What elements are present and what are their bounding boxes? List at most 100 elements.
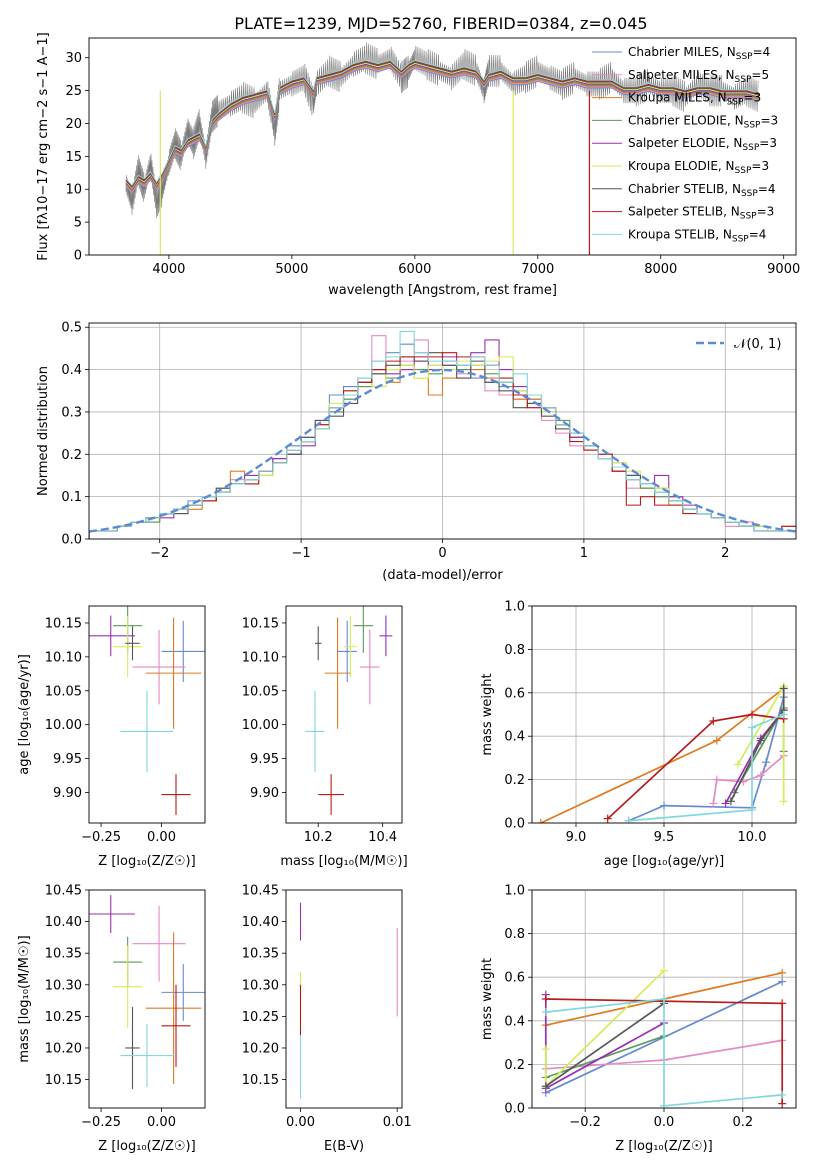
x-tick-label: 0.2 bbox=[732, 1115, 753, 1130]
x-tick-label: −0.25 bbox=[81, 830, 121, 845]
clip-hist-content bbox=[89, 330, 796, 539]
mw-line-salpeter_stelib bbox=[607, 713, 784, 820]
clip-mass_weight_vs_age-content bbox=[536, 682, 788, 823]
x-tick-label: 0.0 bbox=[654, 1115, 675, 1130]
x-tick-label: −2 bbox=[150, 546, 169, 561]
y-tick-label: 0.8 bbox=[504, 927, 525, 942]
x-tick-label: 9000 bbox=[767, 262, 800, 277]
y-tick-label: 10.45 bbox=[45, 884, 82, 899]
mass_weight_vs_Z-ylabel: mass weight bbox=[480, 958, 495, 1040]
x-tick-label: 0 bbox=[438, 546, 446, 561]
y-tick-label: 10.00 bbox=[45, 718, 82, 733]
x-tick-label: 0.00 bbox=[147, 1115, 176, 1130]
y-tick-label: 1.0 bbox=[504, 884, 525, 899]
spectrum-xlabel: wavelength [Angstrom, rest frame] bbox=[328, 283, 557, 298]
age_vs_Z-xlabel: Z [log₁₀(Z/Z☉)] bbox=[98, 854, 195, 869]
mw-line-kroupa_miles bbox=[540, 687, 785, 823]
y-tick-label: 0.3 bbox=[61, 405, 82, 420]
spectrum-model-salpeter_elodie bbox=[125, 63, 760, 191]
mw-line-kroupa_stelib bbox=[628, 713, 785, 822]
x-tick-label: 10.0 bbox=[738, 830, 767, 845]
age_vs_mass-xlabel: mass [log₁₀(M/M☉)] bbox=[280, 854, 407, 869]
x-tick-label: 10.2 bbox=[304, 830, 333, 845]
x-tick-label: 8000 bbox=[644, 262, 677, 277]
y-tick-label: 10.00 bbox=[242, 718, 279, 733]
legend-label: 𝒩(0, 1) bbox=[734, 337, 781, 352]
spectrum-model-kroupa_stelib bbox=[125, 59, 760, 187]
mass_vs_ebv-xlabel: E(B-V) bbox=[324, 1139, 364, 1154]
clip-mass_weight_vs_Z-content bbox=[541, 966, 787, 1108]
y-tick-label: 0 bbox=[74, 249, 82, 264]
mass_vs_Z-axes: −0.25 0.00 10.15 10.20 10.25 10.30 10.35 10.40 1… bbox=[45, 884, 176, 1131]
y-tick-label: 30 bbox=[65, 51, 82, 66]
mass_vs_Z-ylabel: mass [log₁₀(M/M☉)] bbox=[17, 935, 32, 1062]
y-tick-label: 0.8 bbox=[504, 643, 525, 658]
x-tick-label: 0.01 bbox=[383, 1115, 412, 1130]
spectrum-ylabel: Flux [fλ10−17 erg cm−2 s−1 A−1] bbox=[36, 32, 51, 260]
x-tick-label: 9.5 bbox=[654, 830, 675, 845]
legend-label: Kroupa STELIB, NSSP=4 bbox=[628, 227, 766, 244]
y-tick-label: 0.2 bbox=[61, 448, 82, 463]
x-tick-label: 7000 bbox=[521, 262, 554, 277]
y-tick-label: 9.95 bbox=[53, 752, 82, 767]
y-tick-label: 9.95 bbox=[250, 752, 279, 767]
mw-line-chabrier_elodie bbox=[545, 1035, 665, 1079]
x-tick-label: −1 bbox=[292, 546, 311, 561]
x-tick-label: 5000 bbox=[275, 262, 308, 277]
spectrum-frame bbox=[88, 37, 797, 256]
spectrum-model-chabrier_elodie bbox=[125, 64, 760, 192]
y-tick-label: 10.20 bbox=[242, 1041, 279, 1056]
y-tick-label: 10.35 bbox=[242, 947, 279, 962]
y-tick-label: 0.0 bbox=[504, 817, 525, 832]
y-tick-label: 10.30 bbox=[45, 978, 82, 993]
y-tick-label: 10.40 bbox=[45, 915, 82, 930]
mass_weight_vs_age-frame bbox=[531, 605, 797, 824]
spectrum-model-chabrier_stelib bbox=[125, 61, 760, 189]
age_vs_Z-frame bbox=[88, 605, 206, 824]
legend-label: Kroupa ELODIE, NSSP=3 bbox=[628, 159, 769, 176]
mass_weight_vs_age-xlabel: age [log₁₀(age/yr)] bbox=[604, 854, 725, 869]
y-tick-label: 0.6 bbox=[504, 686, 525, 701]
spectrum-model-salpeter_miles bbox=[125, 66, 760, 194]
spectrum-legend: Chabrier MILES, NSSP=4 Salpeter MILES, NS… bbox=[592, 45, 778, 244]
y-tick-label: 10.15 bbox=[45, 616, 82, 631]
y-tick-label: 10.05 bbox=[242, 684, 279, 699]
mw-line-chabrier_stelib bbox=[730, 688, 785, 802]
spectrum-axes: 4000 5000 6000 7000 8000 9000 0 5 10 15 20 25 30 bbox=[65, 51, 800, 277]
clip-age_vs_Z-content bbox=[89, 606, 205, 815]
y-tick-label: 10.40 bbox=[242, 915, 279, 930]
x-tick-label: 10.4 bbox=[368, 830, 397, 845]
figure-title: PLATE=1239, MJD=52760, FIBERID=0384, z=0… bbox=[234, 14, 647, 33]
mass_vs_Z-frame bbox=[88, 889, 206, 1109]
y-tick-label: 10.10 bbox=[45, 650, 82, 665]
y-tick-label: 0.4 bbox=[504, 1014, 525, 1029]
y-tick-label: 0.2 bbox=[504, 1058, 525, 1073]
y-tick-label: 0.4 bbox=[61, 363, 82, 378]
mass_weight_vs_Z-frame bbox=[531, 889, 797, 1109]
mass_vs_ebv-axes: 0.00 0.01 10.15 10.20 10.25 10.30 10.35 10.40 10… bbox=[242, 884, 412, 1131]
legend-label: Chabrier ELODIE, NSSP=3 bbox=[628, 113, 778, 130]
y-tick-label: 10.20 bbox=[45, 1041, 82, 1056]
age_vs_mass-frame bbox=[285, 605, 403, 824]
y-tick-label: 0.0 bbox=[504, 1102, 525, 1117]
x-tick-label: −0.2 bbox=[569, 1115, 601, 1130]
normal-curve bbox=[89, 368, 796, 533]
y-tick-label: 9.90 bbox=[250, 786, 279, 801]
legend-label: Chabrier MILES, NSSP=4 bbox=[628, 45, 770, 62]
y-tick-label: 0.0 bbox=[61, 533, 82, 548]
x-tick-label: 1 bbox=[580, 546, 588, 561]
mass_weight_vs_age-axes: 9.0 9.5 10.0 0.0 0.2 0.4 0.6 0.8 1.0 bbox=[504, 600, 796, 845]
y-tick-label: 10.25 bbox=[45, 1010, 82, 1025]
x-tick-label: −0.25 bbox=[81, 1115, 121, 1130]
hist-frame bbox=[88, 322, 797, 540]
y-tick-label: 10.45 bbox=[242, 884, 279, 899]
mass_weight_vs_age-ylabel: mass weight bbox=[480, 673, 495, 755]
y-tick-label: 10.35 bbox=[45, 947, 82, 962]
y-tick-label: 0.5 bbox=[61, 321, 82, 336]
y-tick-label: 10.10 bbox=[242, 650, 279, 665]
y-tick-label: 10 bbox=[65, 183, 82, 198]
y-tick-label: 0.4 bbox=[504, 730, 525, 745]
y-tick-label: 0.2 bbox=[504, 773, 525, 788]
